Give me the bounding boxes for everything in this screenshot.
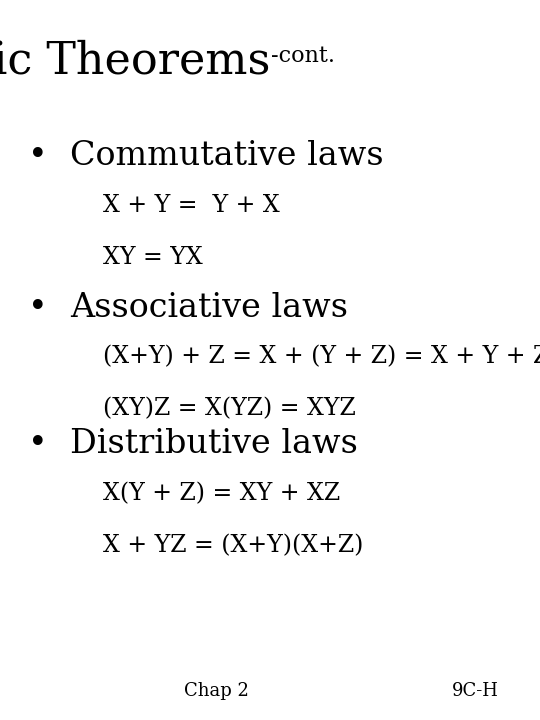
Text: Associative laws: Associative laws	[70, 292, 348, 323]
Text: (XY)Z = X(YZ) = XYZ: (XY)Z = X(YZ) = XYZ	[103, 397, 355, 420]
Text: -cont.: -cont.	[271, 45, 335, 68]
Text: Chap 2: Chap 2	[184, 682, 248, 700]
Text: Basic Theorems: Basic Theorems	[0, 40, 270, 83]
Text: •: •	[28, 428, 48, 460]
Text: X(Y + Z) = XY + XZ: X(Y + Z) = XY + XZ	[103, 482, 340, 505]
Text: •: •	[28, 140, 48, 172]
Text: Distributive laws: Distributive laws	[70, 428, 358, 460]
Text: XY = YX: XY = YX	[103, 246, 202, 269]
Text: X + YZ = (X+Y)(X+Z): X + YZ = (X+Y)(X+Z)	[103, 534, 363, 557]
Text: X + Y =  Y + X: X + Y = Y + X	[103, 194, 279, 217]
Text: Commutative laws: Commutative laws	[70, 140, 384, 172]
Text: •: •	[28, 292, 48, 323]
Text: 9C-H: 9C-H	[452, 682, 498, 700]
Text: (X+Y) + Z = X + (Y + Z) = X + Y + Z: (X+Y) + Z = X + (Y + Z) = X + Y + Z	[103, 346, 540, 369]
